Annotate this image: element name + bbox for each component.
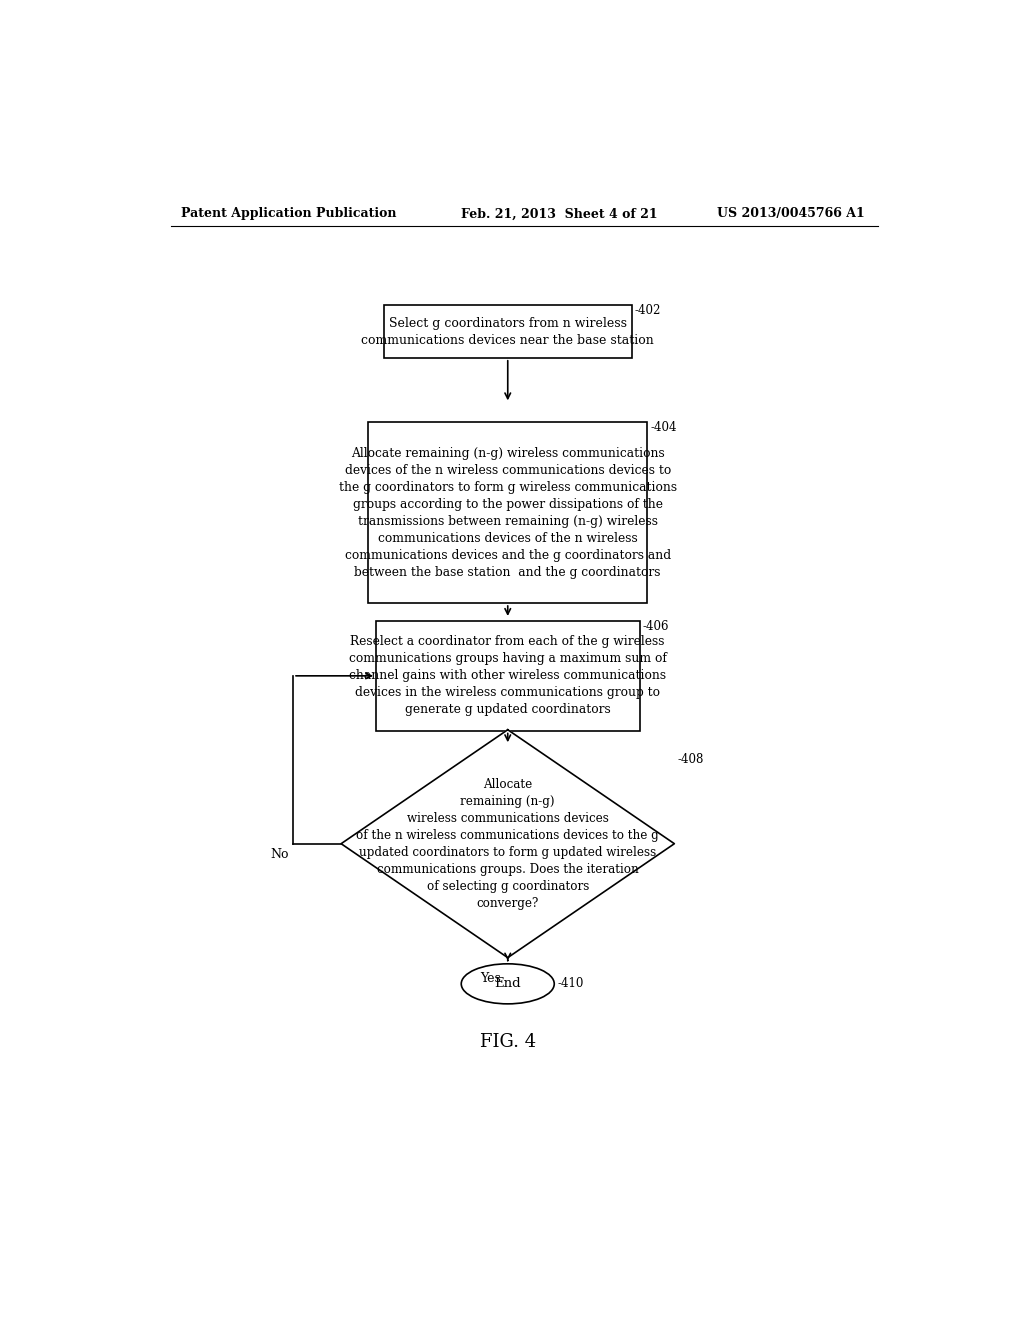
Text: FIG. 4: FIG. 4 xyxy=(479,1034,536,1051)
Text: Reselect a coordinator from each of the g wireless
communications groups having : Reselect a coordinator from each of the … xyxy=(349,635,667,717)
Text: -408: -408 xyxy=(678,752,703,766)
Bar xyxy=(376,622,640,730)
Bar xyxy=(369,422,647,603)
Text: Allocate
remaining (n-g)
wireless communications devices
of the n wireless commu: Allocate remaining (n-g) wireless commun… xyxy=(356,777,659,909)
Text: End: End xyxy=(495,977,521,990)
Text: -402: -402 xyxy=(635,304,662,317)
Text: Feb. 21, 2013  Sheet 4 of 21: Feb. 21, 2013 Sheet 4 of 21 xyxy=(461,207,657,220)
Text: Yes: Yes xyxy=(480,972,501,985)
Text: US 2013/0045766 A1: US 2013/0045766 A1 xyxy=(717,207,864,220)
Text: -406: -406 xyxy=(643,619,669,632)
Text: No: No xyxy=(270,847,289,861)
Text: Select g coordinators from n wireless
communications devices near the base stati: Select g coordinators from n wireless co… xyxy=(361,317,654,347)
Bar xyxy=(384,305,632,358)
Ellipse shape xyxy=(461,964,554,1003)
Text: Allocate remaining (n-g) wireless communications
devices of the n wireless commu: Allocate remaining (n-g) wireless commun… xyxy=(339,446,677,578)
Polygon shape xyxy=(341,730,675,958)
Text: -410: -410 xyxy=(557,977,584,990)
Text: -404: -404 xyxy=(650,421,677,433)
Text: Patent Application Publication: Patent Application Publication xyxy=(180,207,396,220)
